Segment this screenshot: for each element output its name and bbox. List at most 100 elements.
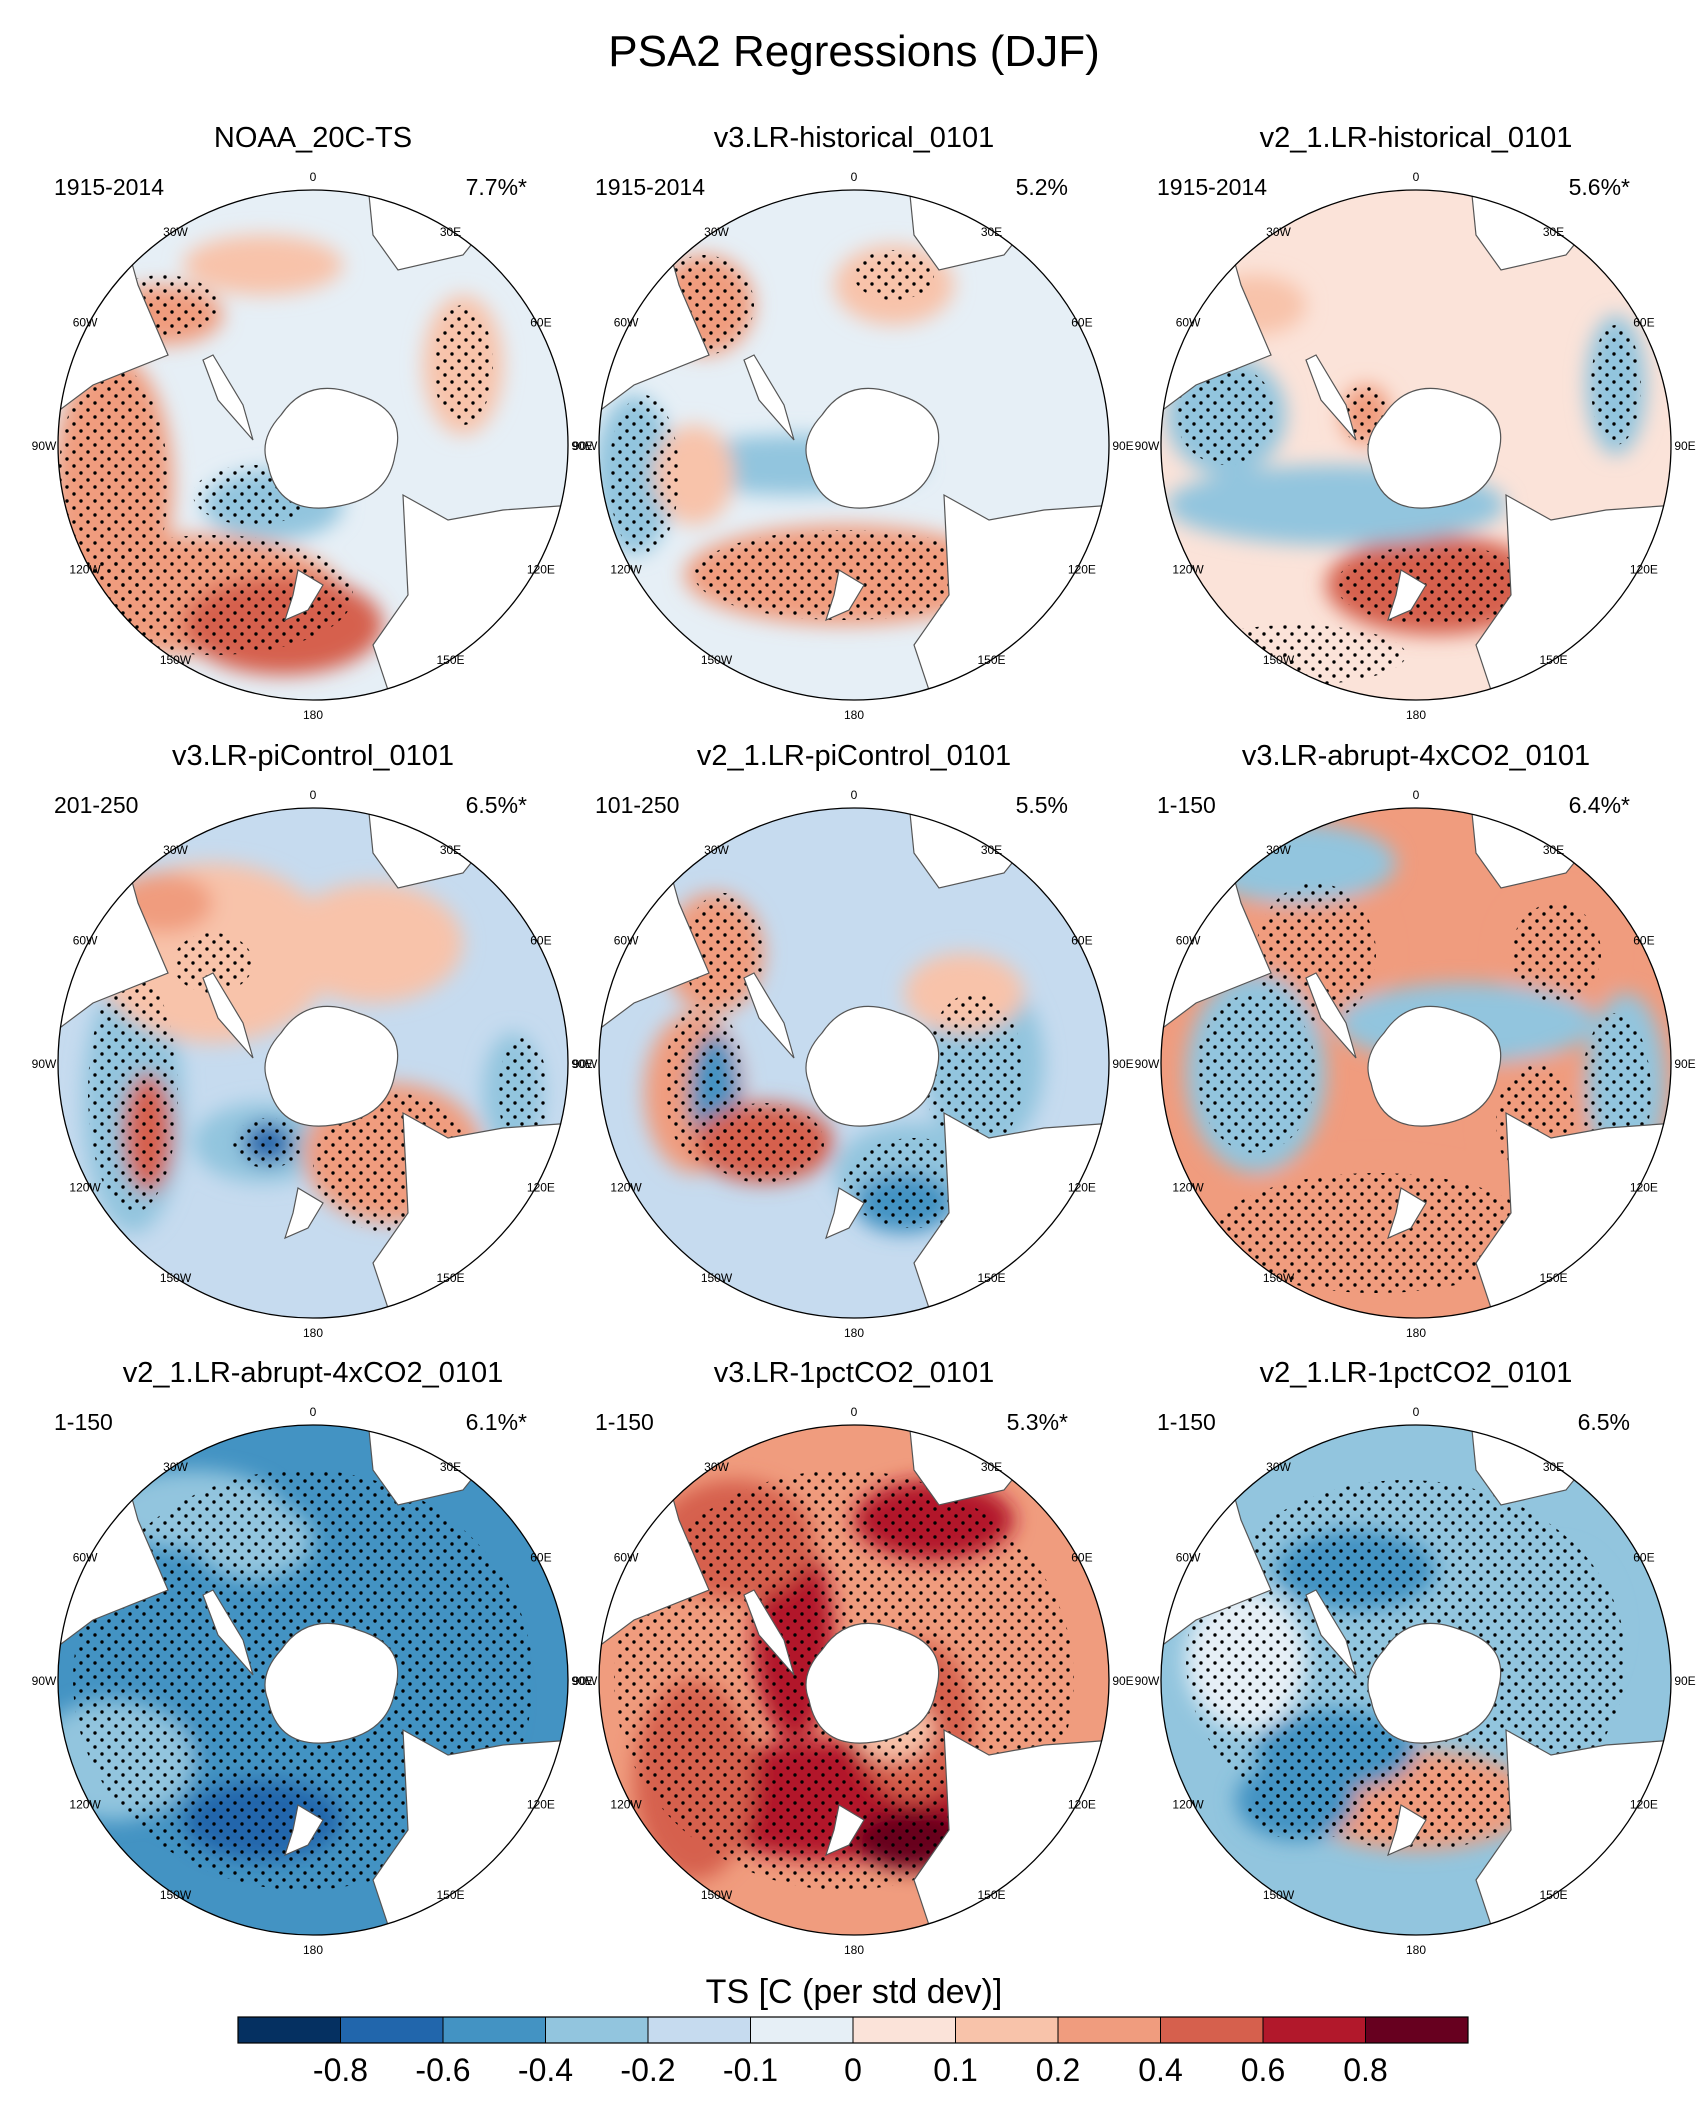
significance-stippling [609, 395, 679, 555]
longitude-label: 90W [32, 1674, 57, 1688]
panel-variance-pct: 6.1%* [466, 1409, 527, 1435]
longitude-label: 180 [1406, 708, 1426, 722]
longitude-label: 150E [436, 1271, 464, 1285]
longitude-label: 120W [69, 563, 101, 577]
colorbar-swatch [648, 2017, 751, 2043]
longitude-label: 60W [614, 316, 639, 330]
new-zealand [1387, 569, 1427, 622]
colorbar-tick-label: 0.2 [1036, 2052, 1080, 2088]
longitude-label: 90E [571, 439, 592, 453]
map-panel: NOAA_20C-TS 1915-2014 7.7%* 0 30E 60E 90E 120E 1… [32, 122, 593, 722]
antarctica [1367, 1005, 1502, 1127]
longitude-label: 0 [310, 170, 317, 184]
longitude-label: 90W [32, 1057, 57, 1071]
longitude-label: 150W [1263, 1888, 1295, 1902]
significance-stippling [924, 993, 1024, 1153]
panel-period: 1-150 [1157, 1409, 1216, 1435]
map-boundary [1160, 807, 1672, 1319]
longitude-label: 60E [1633, 316, 1654, 330]
new-zealand [1387, 1804, 1427, 1857]
panel-variance-pct: 6.5%* [466, 792, 527, 818]
longitude-label: 30E [1543, 843, 1564, 857]
panel-period: 1-150 [595, 1409, 654, 1435]
antarctic-peninsula [1305, 1589, 1357, 1676]
antarctica [1367, 387, 1502, 509]
antarctic-peninsula [1305, 354, 1357, 441]
longitude-label: 120E [1068, 1798, 1096, 1812]
significance-stippling [498, 1038, 548, 1148]
antarctica [805, 1005, 940, 1127]
longitude-label: 150E [977, 1271, 1005, 1285]
colorbar-tick-label: 0.1 [933, 2052, 977, 2088]
longitude-label: 150E [436, 653, 464, 667]
new-zealand [284, 1804, 324, 1857]
colorbar-tick-label: 0.4 [1138, 2052, 1182, 2088]
longitude-label: 90W [1135, 1674, 1160, 1688]
longitude-label: 150W [1263, 653, 1295, 667]
longitude-label: 60E [530, 934, 551, 948]
new-zealand [825, 569, 865, 622]
longitude-label: 30W [704, 225, 729, 239]
longitude-label: 60W [73, 1551, 98, 1565]
longitude-label: 30E [440, 843, 461, 857]
significance-stippling [1216, 1173, 1536, 1293]
longitude-label: 0 [851, 1405, 858, 1419]
colorbar-tick-label: -0.4 [518, 2052, 573, 2088]
new-zealand [825, 1187, 865, 1240]
map-panel: v2_1.LR-1pctCO2_0101 1-150 6.5% 0 30E 60E 90E 1… [1135, 1357, 1696, 1957]
significance-stippling [1256, 883, 1376, 1023]
map-panel: v2_1.LR-abrupt-4xCO2_0101 1-150 6.1%* 0 30E 6… [32, 1357, 593, 1957]
longitude-label: 120W [69, 1181, 101, 1195]
colorbar-swatch [1058, 2017, 1161, 2043]
longitude-label: 60W [73, 316, 98, 330]
longitude-label: 30W [704, 843, 729, 857]
longitude-label: 150W [160, 1271, 192, 1285]
new-zealand [1387, 1187, 1427, 1240]
map-boundary [1160, 1424, 1672, 1936]
panel-variance-pct: 7.7%* [466, 174, 527, 200]
longitude-label: 30W [704, 1460, 729, 1474]
longitude-label: 0 [310, 788, 317, 802]
longitude-label: 60E [1633, 1551, 1654, 1565]
panel-variance-pct: 5.6%* [1569, 174, 1630, 200]
longitude-label: 150W [701, 1271, 733, 1285]
new-zealand [284, 1187, 324, 1240]
panel-period: 1915-2014 [595, 174, 705, 200]
longitude-label: 120E [1630, 1798, 1658, 1812]
longitude-label: 0 [1413, 788, 1420, 802]
longitude-label: 90W [32, 439, 57, 453]
longitude-label: 60W [1176, 316, 1201, 330]
longitude-label: 180 [844, 1326, 864, 1340]
longitude-label: 60W [614, 1551, 639, 1565]
panel-title: v2_1.LR-abrupt-4xCO2_0101 [123, 1357, 503, 1389]
regression-field [58, 1425, 568, 1935]
longitude-label: 120W [610, 1798, 642, 1812]
regression-field [58, 190, 568, 700]
regression-field [58, 808, 568, 1318]
panel-period: 1915-2014 [54, 174, 164, 200]
significance-stippling [1336, 545, 1536, 625]
antarctic-peninsula [743, 354, 795, 441]
longitude-label: 120E [1630, 563, 1658, 577]
longitude-label: 60E [1071, 1551, 1092, 1565]
panel-variance-pct: 5.3%* [1007, 1409, 1068, 1435]
longitude-label: 0 [310, 1405, 317, 1419]
longitude-label: 60E [1071, 316, 1092, 330]
longitude-label: 120E [527, 563, 555, 577]
longitude-label: 120E [527, 1798, 555, 1812]
significance-stippling [1591, 325, 1641, 445]
longitude-label: 150E [977, 653, 1005, 667]
antarctic-peninsula [743, 972, 795, 1059]
longitude-label: 90E [571, 1057, 592, 1071]
colorbar-label: TS [C (per std dev)] [706, 1973, 1003, 2011]
longitude-label: 30W [163, 843, 188, 857]
longitude-label: 120W [69, 1798, 101, 1812]
longitude-label: 60W [1176, 1551, 1201, 1565]
map-panel: v3.LR-1pctCO2_0101 1-150 5.3%* 0 30E 60E 90E 12… [573, 1357, 1134, 1957]
longitude-label: 30W [1266, 843, 1291, 857]
colorbar-tick-label: -0.1 [723, 2052, 778, 2088]
colorbar-swatch [955, 2017, 1059, 2043]
map-boundary [57, 1424, 569, 1936]
longitude-label: 60E [530, 316, 551, 330]
colorbar-swatch [443, 2017, 546, 2043]
